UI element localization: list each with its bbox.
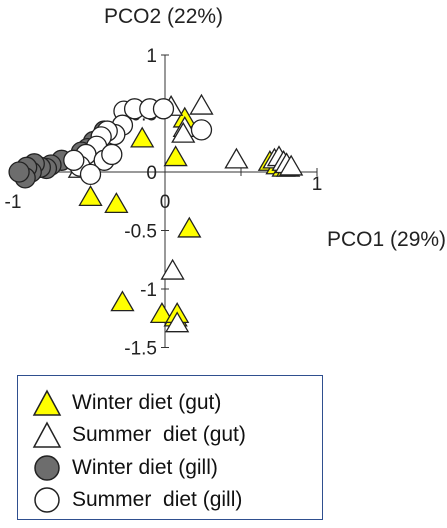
x-tick-label: -1 [5,192,22,213]
y-axis-label: PCO2 (22%) [104,5,223,28]
legend-label: Winter diet (gut) [72,391,222,414]
gray-circle-icon [34,455,60,481]
white-circle-icon [34,487,60,513]
y-tick-label: -1 [140,280,157,301]
data-point-triangle [78,185,103,206]
legend-label: Summer diet (gill) [72,488,243,511]
data-point-circle [63,149,85,171]
data-point-circle [152,98,175,120]
data-point-triangle [110,290,135,312]
legend-item-winter-gill: Winter diet (gill) [32,453,218,483]
data-point-circle [8,161,30,183]
data-point-triangle [149,302,175,323]
data-point-triangle [163,145,188,167]
x-tick-label: 1 [312,174,323,195]
data-point-circle [79,163,102,185]
y-tick-label: -0.5 [124,222,157,243]
data-point-circle [190,119,213,141]
data-point-triangle [177,216,202,238]
legend-item-summer-gill: Summer diet (gill) [32,485,242,515]
data-point-triangle [160,258,185,280]
y-tick-label: -1.5 [124,339,157,360]
data-point-circle [101,143,123,166]
data-point-triangle [189,93,214,115]
y-tick-label: 0 [146,163,157,184]
data-point-triangle [130,126,155,148]
legend-label: Summer diet (gut) [72,423,246,446]
legend-item-summer-gut: Summer diet (gut) [32,420,246,450]
x-tick-label: 0 [160,192,171,213]
legend: Winter diet (gut) Summer diet (gut) Wint… [17,375,323,520]
data-point-triangle [224,147,249,169]
legend-label: Winter diet (gill) [72,456,218,479]
data-point-triangle [104,192,129,214]
x-axis-label: PCO1 (29%) [327,228,446,251]
data-point-triangle [279,154,304,176]
data-points [8,93,304,333]
data-point-triangle [171,121,196,143]
white-triangle-icon [32,421,62,448]
yellow-triangle-icon [32,389,62,416]
data-point-triangle [165,311,190,333]
legend-item-winter-gut: Winter diet (gut) [32,388,221,418]
y-tick-label: 1 [146,46,157,67]
